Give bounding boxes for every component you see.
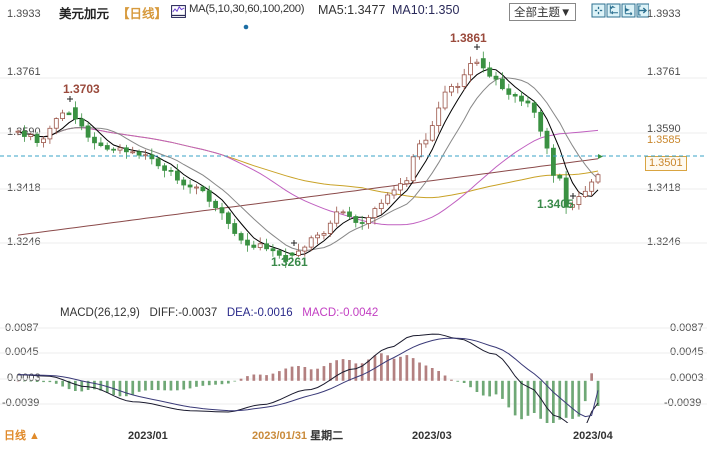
svg-text:1.3861: 1.3861 (450, 31, 487, 45)
svg-text:1.3703: 1.3703 (63, 82, 100, 96)
svg-text:1.3261: 1.3261 (271, 255, 308, 269)
svg-text:1.3405: 1.3405 (537, 197, 574, 211)
